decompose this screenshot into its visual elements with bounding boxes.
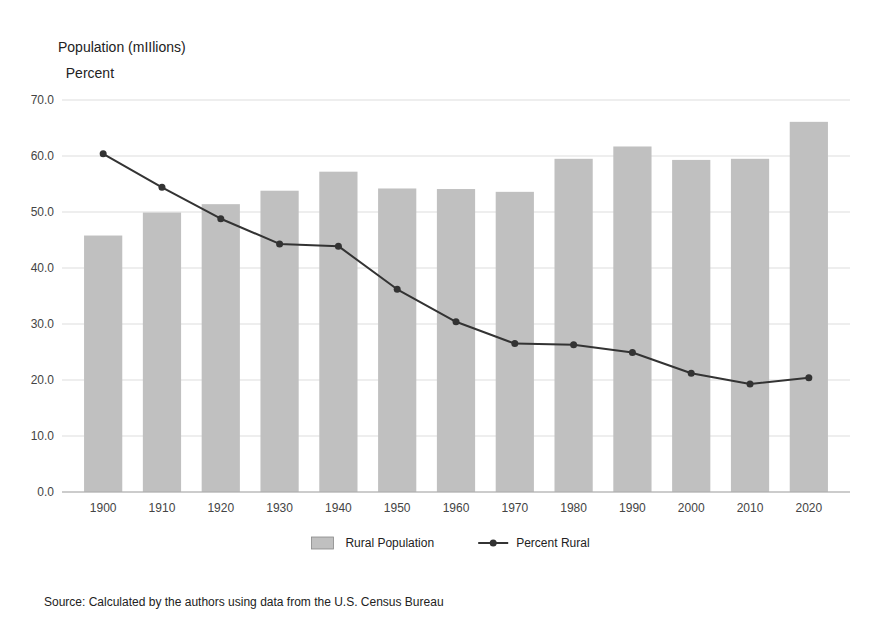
marker [158,184,165,191]
marker [570,341,577,348]
bar [202,204,240,492]
line [103,154,809,384]
line-series [100,150,813,387]
axis-label: Population (mIIlions) [58,39,186,55]
x-tick-label: 1940 [325,501,352,515]
bar-series [84,122,828,492]
legend-label: Percent Rural [516,536,589,550]
marker [100,150,107,157]
x-tick-label: 1900 [90,501,117,515]
bar [555,159,593,492]
bar [84,236,122,492]
bar [496,192,534,492]
legend-marker [490,540,497,547]
y-tick-label: 50.0 [31,205,55,219]
x-tick-label: 1950 [384,501,411,515]
y-grid [62,100,850,492]
marker [688,370,695,377]
bar [260,191,298,492]
marker [453,318,460,325]
x-tick-label: 1910 [149,501,176,515]
marker [511,340,518,347]
source-note: Source: Calculated by the authors using … [44,595,444,609]
x-tick-label: 2020 [795,501,822,515]
bar [613,146,651,492]
x-tick-label: 1960 [443,501,470,515]
page: {"chart_data": { "type": "bar", "annotat… [0,0,877,620]
legend-swatch [311,537,333,549]
y-tick-label: 20.0 [31,373,55,387]
x-tick-label: 1920 [207,501,234,515]
marker [276,240,283,247]
marks [84,122,828,492]
grid-line [62,156,850,157]
y-tick-label: 60.0 [31,149,55,163]
bar [790,122,828,492]
marker [335,243,342,250]
x-axis-line [62,492,850,493]
bar [319,172,357,492]
marker [629,349,636,356]
marker [394,286,401,293]
legend: Rural Population Percent Rural [311,536,589,550]
marker [217,215,224,222]
axis-label: Percent [58,65,114,81]
bar [378,188,416,492]
y-tick-label: 30.0 [31,317,55,331]
x-tick-label: 1980 [560,501,587,515]
y-tick-label: 40.0 [31,261,55,275]
x-tick-label: 1990 [619,501,646,515]
legend-label: Rural Population [345,536,434,550]
x-tick-label: 2000 [678,501,705,515]
x-tick-label: 1970 [501,501,528,515]
marker [747,380,754,387]
grid-line [62,492,850,493]
background [0,0,877,620]
grid-line [62,100,850,101]
bar [672,160,710,492]
bar [143,213,181,492]
chart: Population (mIIlions) Percent Source: Cal… [0,0,877,620]
y-tick-label: 0.0 [37,485,54,499]
y-tick-label: 10.0 [31,429,55,443]
x-tick-label: 1930 [266,501,293,515]
bar [731,159,769,492]
bar [437,189,475,492]
y-tick-label: 70.0 [31,93,55,107]
marker [805,374,812,381]
x-tick-label: 2010 [737,501,764,515]
